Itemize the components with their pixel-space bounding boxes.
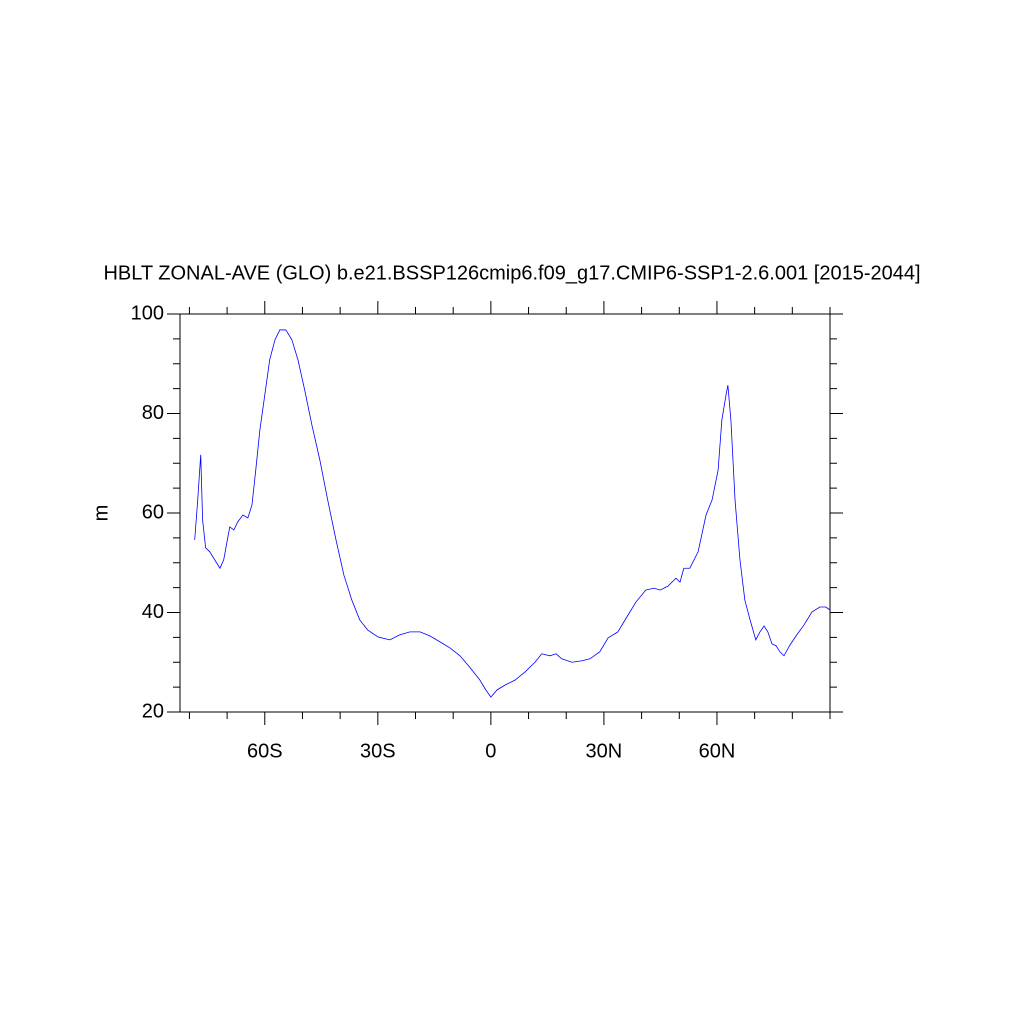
x-tick-label: 0 <box>485 740 496 762</box>
y-tick-label: 100 <box>131 302 164 324</box>
plot-frame <box>179 313 831 713</box>
x-tick-label: 30S <box>360 740 396 762</box>
data-line <box>194 329 831 698</box>
chart-title: HBLT ZONAL-AVE (GLO) b.e21.BSSP126cmip6.… <box>103 262 920 284</box>
y-axis-label: m <box>90 505 112 522</box>
x-tick-label: 30N <box>586 740 623 762</box>
y-tick-label: 20 <box>142 700 164 722</box>
x-tick-label: 60N <box>699 740 736 762</box>
y-tick-label: 40 <box>142 601 164 623</box>
x-tick-label: 60S <box>247 740 283 762</box>
y-tick-label: 80 <box>142 402 164 424</box>
y-tick-label: 60 <box>142 501 164 523</box>
